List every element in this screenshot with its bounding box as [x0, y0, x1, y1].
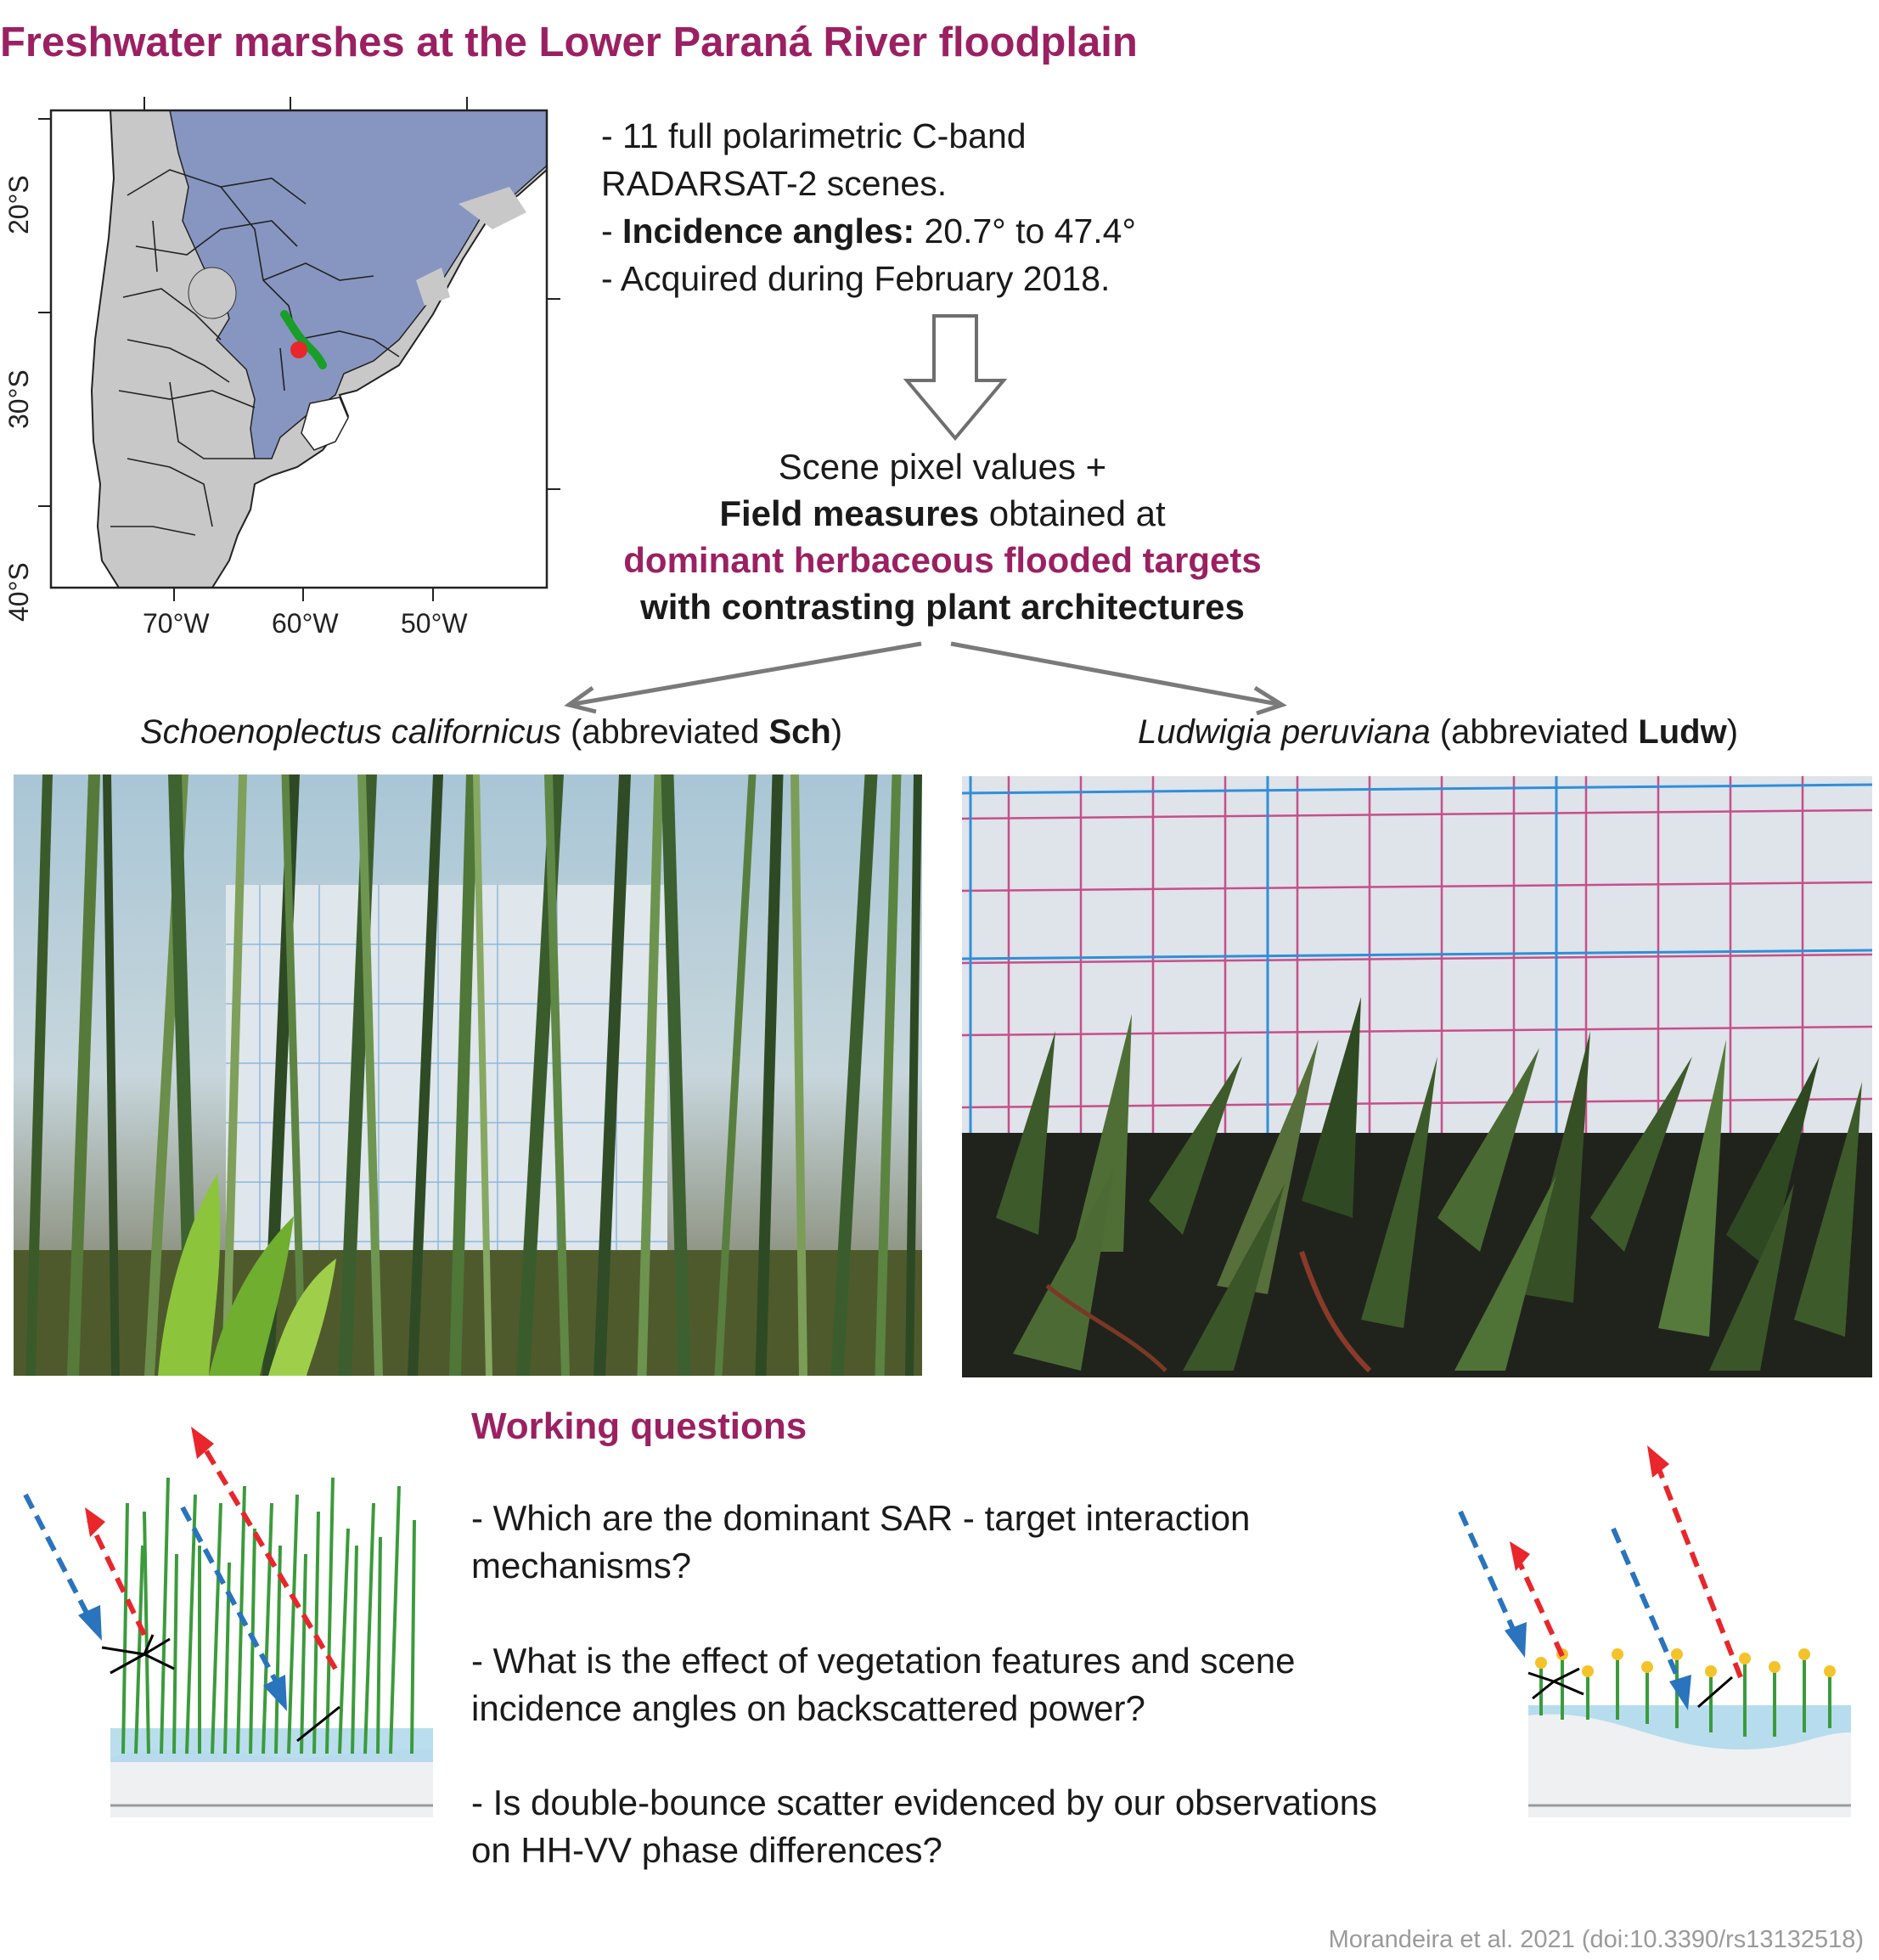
- location-map: 20°S 30°S 40°S 70°W 60°W 50°W: [0, 85, 577, 639]
- lon-label-70: 70°W: [143, 608, 210, 639]
- down-arrow-icon: [903, 314, 1008, 442]
- incidence-label: Incidence angles:: [622, 211, 915, 251]
- question-2: - What is the effect of vegetation featu…: [471, 1641, 1296, 1728]
- question-3: - Is double-bounce scatter evidenced by …: [471, 1783, 1377, 1870]
- question-1: - Which are the dominant SAR - target in…: [471, 1498, 1251, 1585]
- radarsat-info: - 11 full polarimetric C-band RADARSAT-2…: [601, 112, 1136, 302]
- page-title: Freshwater marshes at the Lower Paraná R…: [0, 20, 1138, 65]
- lat-label-40: 40°S: [3, 562, 34, 622]
- info-line-3: - Incidence angles: 20.7° to 47.4°: [601, 211, 1136, 251]
- reed-diagram-stems: [121, 1477, 416, 1754]
- sch-scattering-diagram: [23, 1427, 433, 1817]
- diverging-arrows: [564, 641, 1287, 716]
- ludw-scattering-diagram: [1458, 1445, 1851, 1817]
- borders: [110, 169, 400, 536]
- lon-label-60: 60°W: [272, 608, 339, 639]
- species-label-sch: Schoenoplectus californicus (abbreviated…: [140, 713, 843, 751]
- study-site: [280, 310, 327, 369]
- scene-line-3: dominant herbaceous flooded targets: [623, 540, 1262, 580]
- citation: Morandeira et al. 2021 (doi:10.3390/rs13…: [1328, 1926, 1864, 1953]
- lon-label-50: 50°W: [401, 608, 468, 639]
- scene-line-4: with contrasting plant architectures: [640, 587, 1245, 627]
- working-questions-title: Working questions: [471, 1405, 807, 1447]
- study-site-marker: [290, 341, 307, 358]
- lat-label-20: 20°S: [3, 175, 34, 234]
- scene-description: Scene pixel values + Field measures obta…: [543, 443, 1342, 630]
- info-line-4: - Acquired during February 2018.: [601, 259, 1111, 298]
- ludwigia-leaves: [996, 997, 1862, 1371]
- info-line-1: - 11 full polarimetric C-band: [601, 116, 1027, 155]
- schoenoplectus-photo: [14, 774, 922, 1376]
- scene-line-2: Field measures obtained at: [719, 493, 1166, 533]
- species-label-ludw: Ludwigia peruviana (abbreviated Ludw): [1138, 713, 1739, 751]
- scene-line-1: Scene pixel values +: [778, 447, 1107, 487]
- info-line-2: RADARSAT-2 scenes.: [601, 164, 948, 203]
- map-svg: [38, 97, 560, 601]
- ludwigia-photo: [962, 776, 1872, 1377]
- lat-label-30: 30°S: [3, 369, 34, 429]
